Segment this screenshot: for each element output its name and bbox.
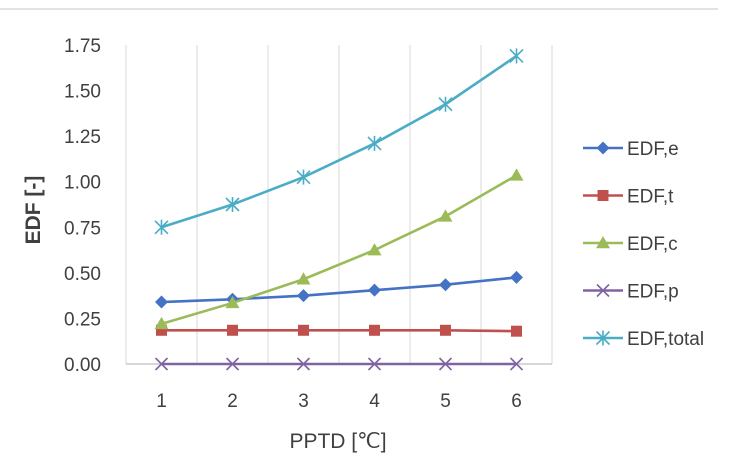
series-line [161,174,518,326]
x-tick-label: 2 [227,391,238,412]
data-point-marker [154,219,169,235]
data-point-marker [438,357,453,371]
legend-marker [596,283,610,298]
series-line [161,276,517,304]
y-tick-label: 0.50 [64,264,101,285]
legend-label: EDF,c [627,234,678,255]
data-point-marker [511,325,522,337]
series-edf-total [154,48,524,235]
data-point-marker [154,316,169,330]
data-point-marker [296,169,311,185]
x-axis-title: PPTD [℃] [289,430,386,453]
data-point-marker [509,168,524,181]
series-edf-t [156,324,522,337]
legend-label: EDF,e [627,139,679,160]
x-tick-label: 4 [369,391,380,412]
legend-item: EDF,p [583,282,679,303]
data-point-marker [225,357,240,371]
y-tick-label: 0.25 [64,309,101,330]
data-point-marker [510,270,523,284]
data-point-marker [296,357,311,371]
legend-item: EDF,t [583,187,674,208]
data-point-marker [440,324,451,336]
series-edf-c [154,168,524,330]
data-point-marker [367,243,382,256]
y-axis: 0.00 0.25 0.50 0.75 1.00 1.25 1.50 1.75 [64,36,101,376]
legend-label: EDF,t [627,187,674,208]
series-line [161,328,517,333]
data-point-marker [439,278,452,292]
data-point-marker [154,357,169,371]
legend-item: EDF,c [583,234,678,255]
y-tick-label: 1.25 [64,127,101,148]
legend-item: EDF,e [583,139,679,160]
data-point-marker [367,135,382,151]
legend: EDF,e EDF,t EDF,c EDF,p EDF,total [583,139,704,350]
legend-marker [597,190,609,201]
y-tick-label: 0.00 [64,355,101,376]
plot-series [154,48,524,371]
legend-label: EDF,total [627,329,704,350]
legend-marker [596,236,610,249]
legend-item: EDF,total [583,329,704,350]
data-point-marker [438,209,453,222]
data-point-marker [369,324,380,336]
data-point-marker [368,283,381,297]
y-tick-label: 1.00 [64,173,101,194]
data-point-marker [155,295,168,309]
data-point-marker [156,324,167,336]
x-axis: 1 2 3 4 5 6 [156,391,522,412]
data-point-marker [297,289,310,303]
data-point-marker [296,272,311,285]
y-tick-label: 1.75 [64,36,101,57]
data-point-marker [227,324,238,336]
data-point-marker [509,357,524,371]
y-tick-label: 1.50 [64,82,101,103]
x-tick-label: 6 [511,391,522,412]
data-point-marker [225,295,240,309]
legend-marker [595,330,611,346]
legend-marker [596,141,610,155]
data-point-marker [367,357,382,371]
data-point-marker [438,96,453,112]
x-tick-label: 3 [298,391,309,412]
y-tick-label: 0.75 [64,218,101,239]
y-axis-title: EDF [-] [22,176,45,245]
series-edf-p [154,357,524,371]
data-point-marker [298,324,309,336]
data-point-marker [509,48,524,64]
data-point-marker [225,197,240,212]
series-line [161,54,518,229]
legend-label: EDF,p [627,282,679,303]
x-tick-label: 1 [156,391,167,412]
x-tick-label: 5 [440,391,451,412]
